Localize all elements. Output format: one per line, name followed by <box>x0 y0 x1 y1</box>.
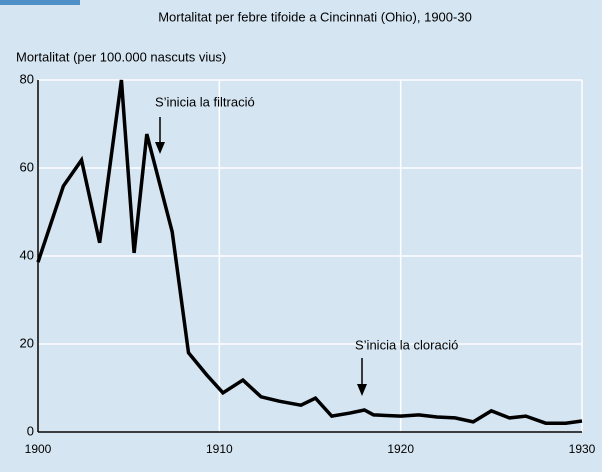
tab <box>0 0 80 5</box>
y-tick-label: 80 <box>20 71 34 86</box>
chart-title: Mortalitat per febre tifoide a Cincinnat… <box>158 9 472 24</box>
x-tick-label: 1930 <box>569 442 596 456</box>
x-tick-label: 1910 <box>206 442 233 456</box>
y-axis-label: Mortalitat (per 100.000 nascuts vius) <box>16 49 226 64</box>
x-tick-label: 1900 <box>25 442 52 456</box>
y-tick-label: 20 <box>20 335 34 350</box>
arrow-head <box>357 384 367 396</box>
annotation: S’inicia la filtració <box>155 94 255 109</box>
data-line <box>36 79 583 425</box>
x-tick-label: 1920 <box>387 442 414 456</box>
y-tick-label: 60 <box>20 159 34 174</box>
y-tick-label: 40 <box>20 247 34 262</box>
y-tick-label: 0 <box>27 423 34 438</box>
arrow-head <box>155 142 165 154</box>
annotation: S’inicia la cloració <box>355 337 458 352</box>
